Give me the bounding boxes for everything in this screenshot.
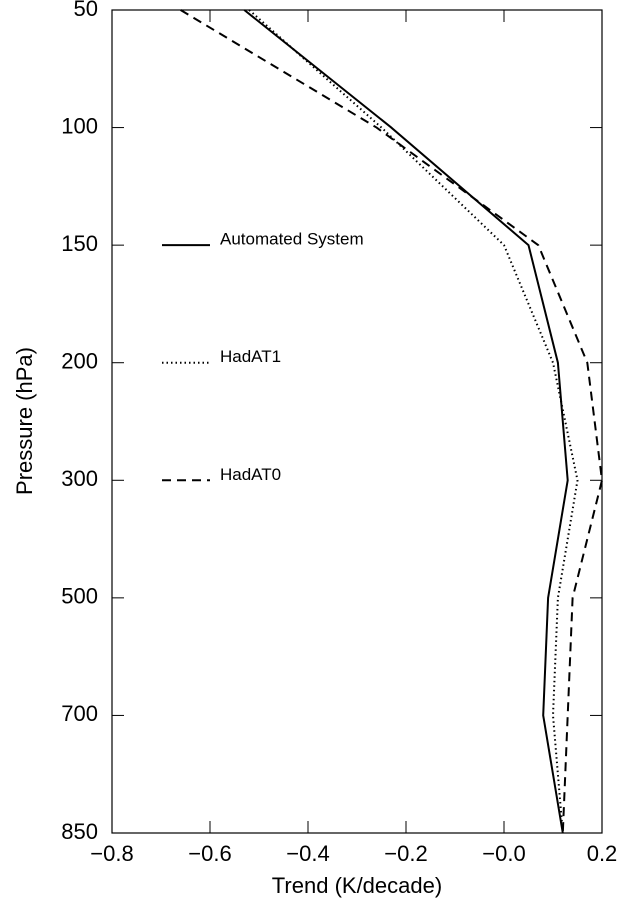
y-tick-label: 500 [61,584,98,609]
legend-label: HadAT0 [220,465,281,484]
plot-frame [111,9,603,834]
x-tick-label: −0.2 [384,841,427,866]
x-tick-label: −0.0 [482,841,525,866]
y-tick-label: 100 [61,113,98,138]
y-tick-label: 700 [61,701,98,726]
series-line [248,9,579,834]
x-tick-label: −0.8 [90,841,133,866]
x-tick-label: −0.6 [188,841,231,866]
y-tick-label: 50 [74,0,98,21]
legend-label: HadAT1 [220,347,281,366]
legend-label: Automated System [220,230,364,249]
y-axis-title: Pressure (hPa) [12,347,37,495]
series-line [243,9,569,834]
y-tick-label: 200 [61,349,98,374]
x-axis-title: Trend (K/decade) [272,873,442,898]
series-line [180,9,604,834]
y-tick-label: 300 [61,466,98,491]
x-tick-label: −0.4 [286,841,329,866]
y-tick-label: 150 [61,231,98,256]
y-tick-label: 850 [61,819,98,844]
x-tick-label: 0.2 [587,841,618,866]
